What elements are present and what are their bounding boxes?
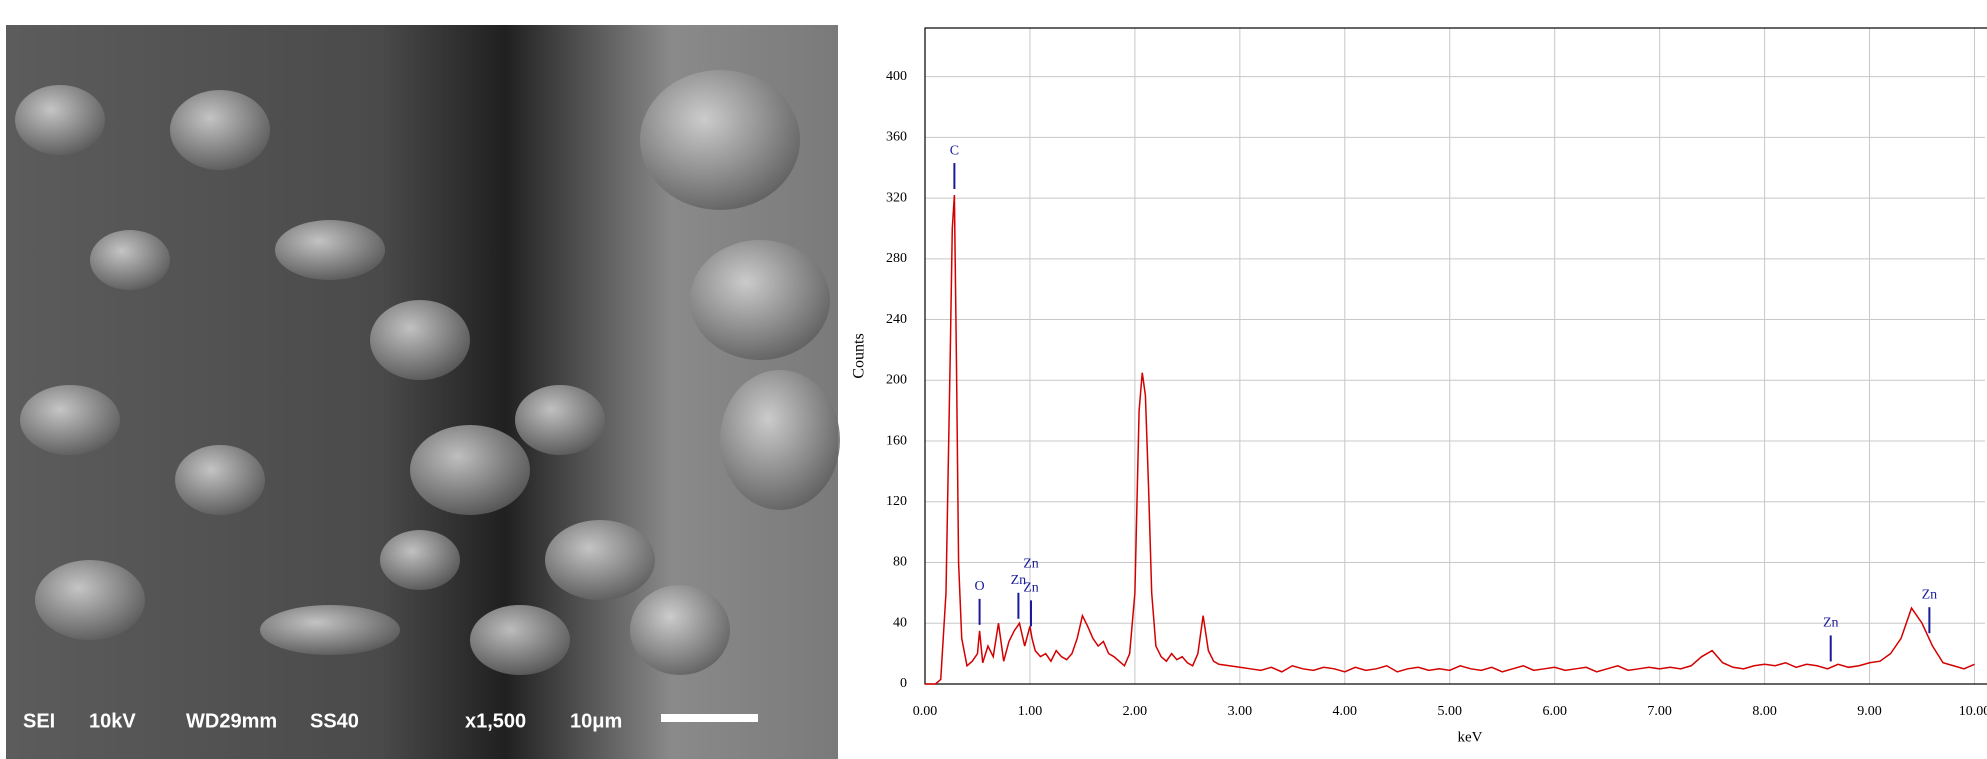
x-tick-label: 4.00 [1333,704,1358,719]
sem-caption: 10kV [89,710,136,732]
x-tick-label: 7.00 [1647,704,1672,719]
peak-label: Zn [1922,587,1938,602]
y-tick-label: 40 [893,615,907,630]
x-tick-label: 10.00 [1959,704,1987,719]
spectrum-chart: Counts keV 0 40 80 120 160 200 240 280 320 360 400… [851,28,1987,745]
peak-label: C [950,143,959,158]
y-tick-label: 200 [886,373,907,388]
y-tick-label: 320 [886,190,907,205]
sem-caption: SEI [23,710,55,732]
sem-caption: WD29mm [186,710,277,732]
x-axis-label: keV [1458,729,1483,745]
peak-label: Zn [1023,557,1039,572]
y-tick-label: 360 [886,130,907,145]
peak-label: Zn [1823,616,1839,631]
x-tick-label: 9.00 [1857,704,1882,719]
x-tick-label: 0.00 [913,704,938,719]
sem-caption: x1,500 [465,710,526,732]
y-tick-label: 160 [886,433,907,448]
x-tick-label: 5.00 [1438,704,1463,719]
x-tick-label: 1.00 [1018,704,1043,719]
x-tick-label: 8.00 [1752,704,1777,719]
x-tick-label: 3.00 [1228,704,1253,719]
peak-label: Zn [1023,581,1039,596]
sem-image: SEI 10kV WD29mm SS40 x1,500 10μm [6,25,840,759]
y-tick-label: 0 [900,676,907,691]
plot-frame [925,28,1987,684]
sem-caption: 10μm [570,710,622,732]
y-tick-label: 400 [886,69,907,84]
y-tick-label: 240 [886,312,907,327]
sem-caption: SS40 [310,710,359,732]
y-axis-label: Counts [851,333,868,378]
peak-label: O [975,579,985,594]
page: SEI 10kV WD29mm SS40 x1,500 10μm Counts … [0,0,1987,759]
x-tick-label: 2.00 [1123,704,1148,719]
y-tick-label: 120 [886,494,907,509]
figure: SEI 10kV WD29mm SS40 x1,500 10μm Counts … [0,0,1987,759]
y-tick-label: 80 [893,555,907,570]
y-tick-label: 280 [886,251,907,266]
x-tick-label: 6.00 [1542,704,1567,719]
